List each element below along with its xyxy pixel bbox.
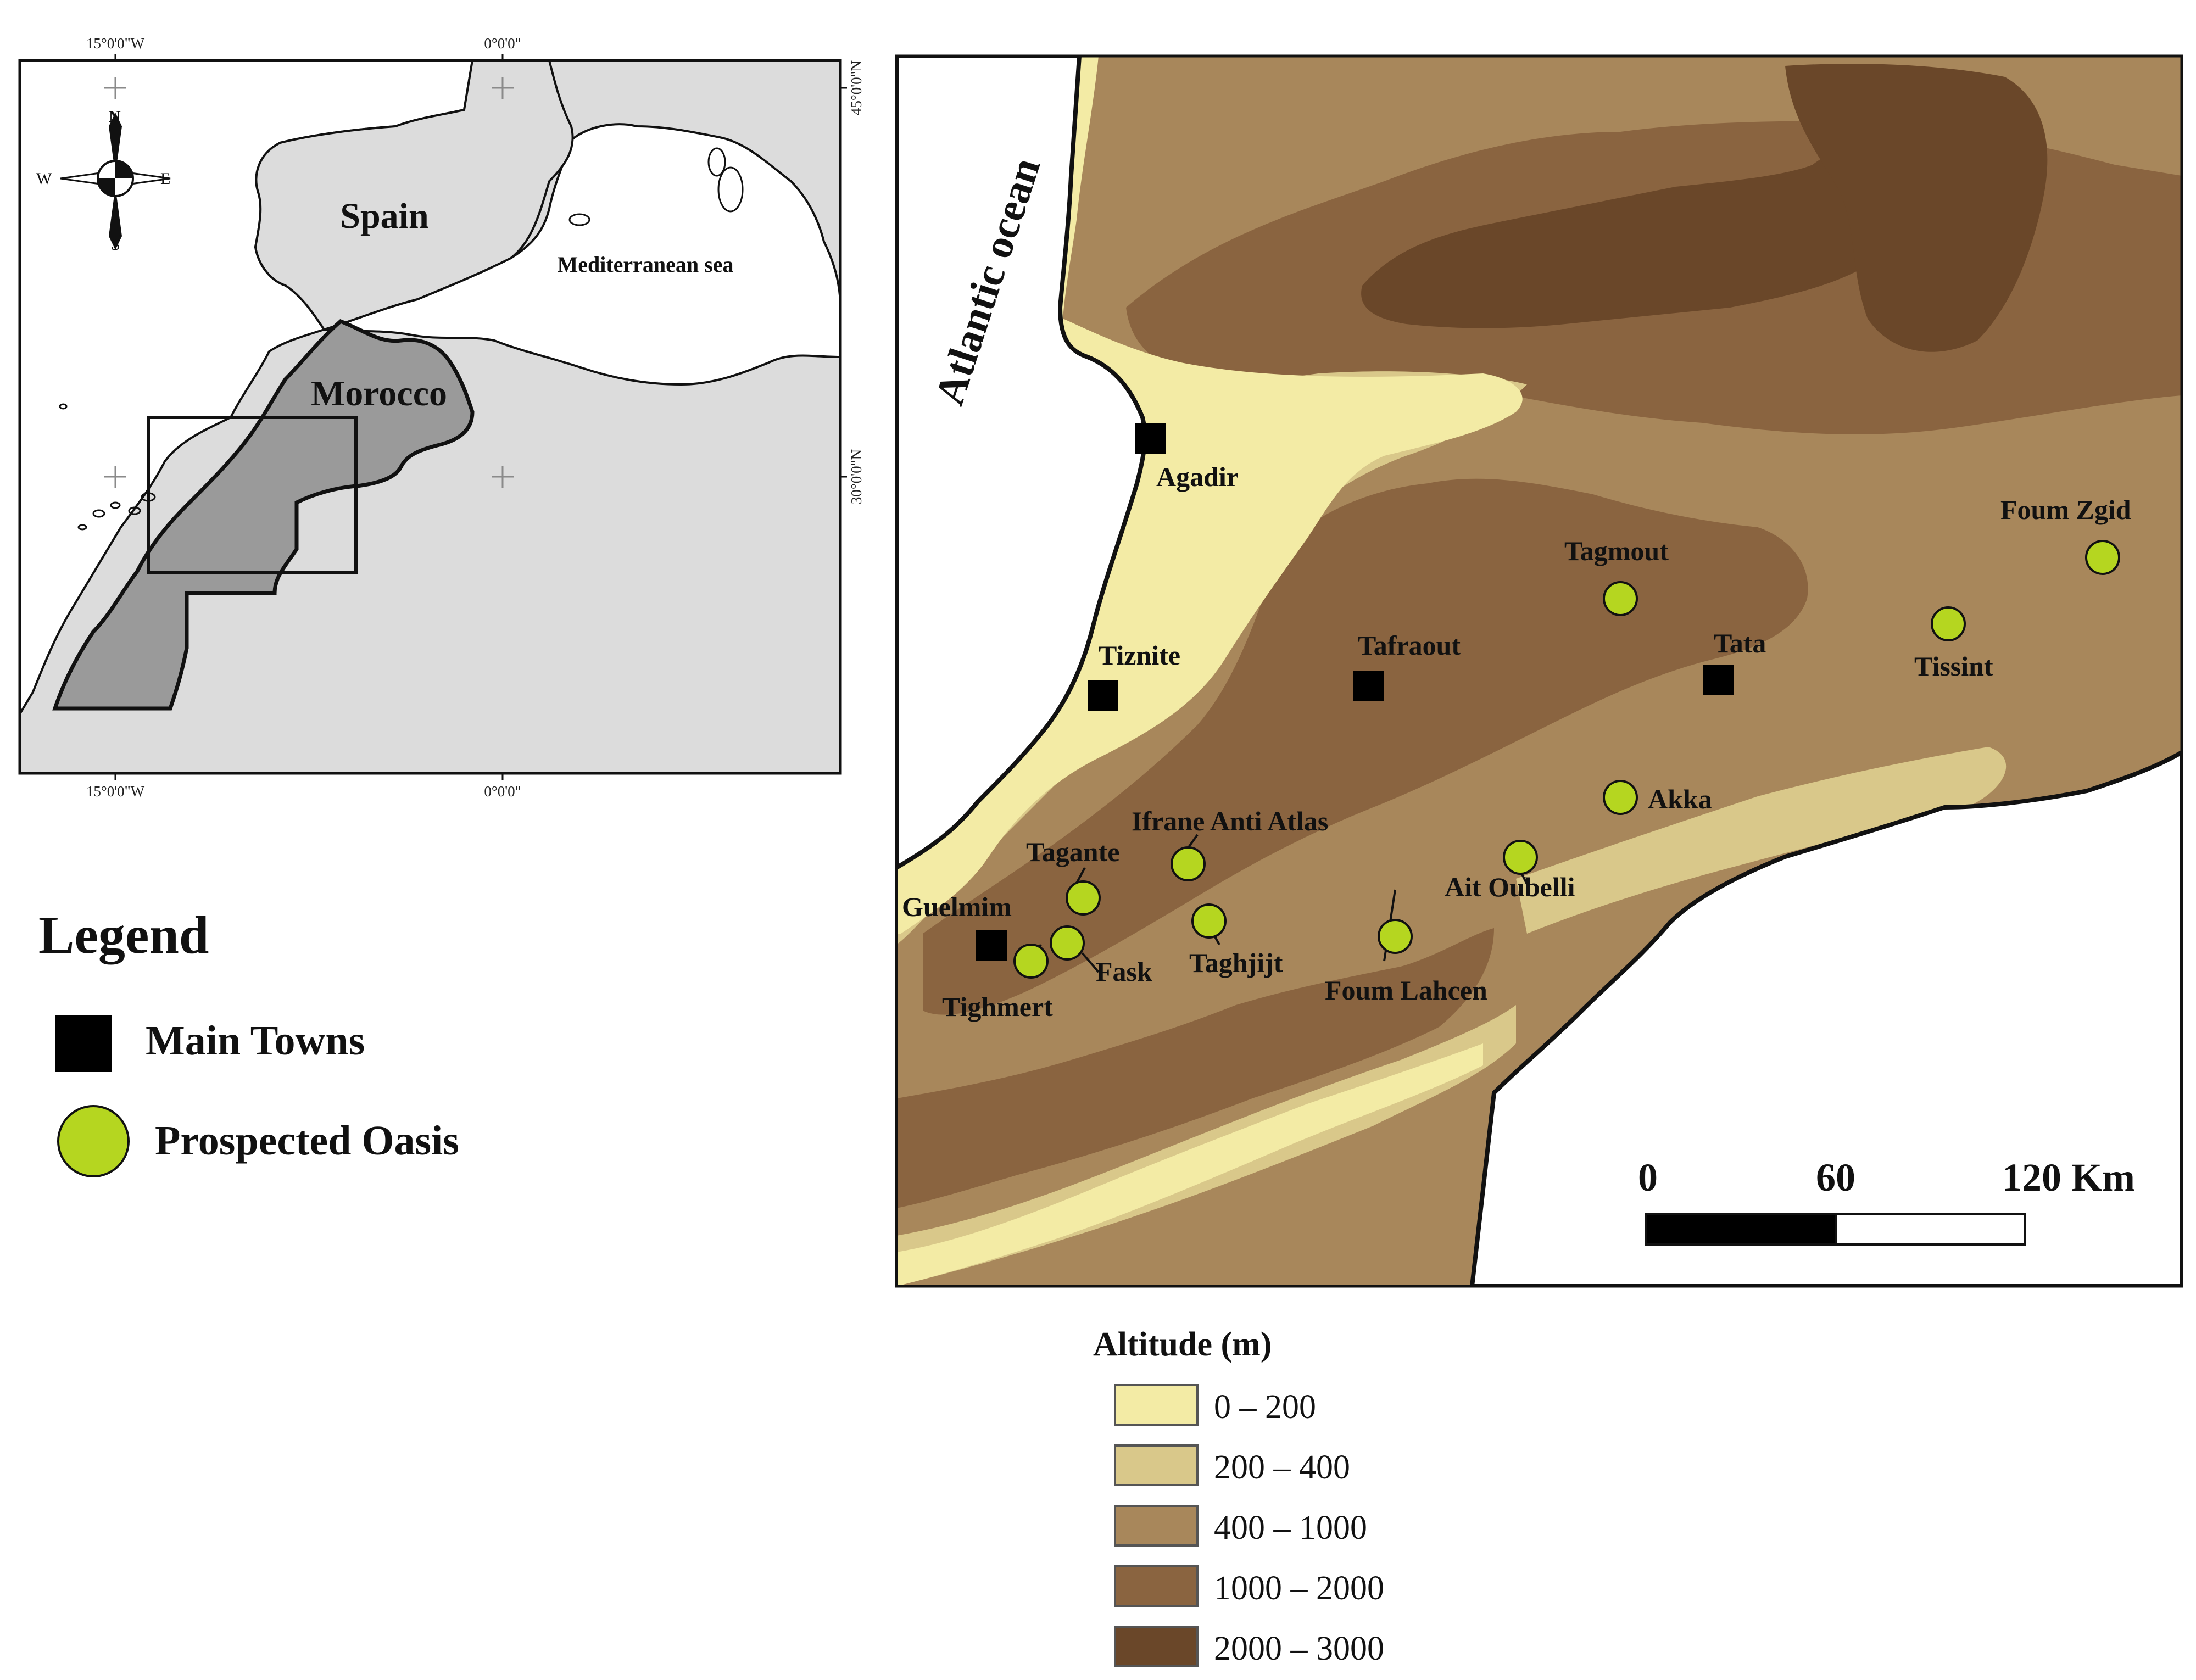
mediterranean-sea [324,123,840,386]
swatch-0-200 [1114,1384,1199,1426]
oasis-label-taghjijt: Taghjijt [1189,947,1283,978]
scale-label-0: 0 [1638,1156,1658,1199]
town-marker-guelmim [976,930,1007,961]
oasis-marker-tagante [1066,880,1101,916]
oasis-marker-tissint [1931,606,1966,641]
oasis-markers [1013,540,2120,979]
legend-title: Legend [38,906,209,965]
main-map: Atlantic ocean Agadir Tiznite Tafraout T… [895,54,2183,1288]
label-spain: Spain [340,196,428,236]
legend-prospected-oasis: Prospected Oasis [155,1118,459,1164]
altitude-0-200-south [896,1043,1483,1286]
swatch-400-1000 [1114,1505,1199,1547]
town-label-tiznite: Tiznite [1099,640,1180,671]
swatch-1000-2000 [1114,1565,1199,1607]
altitude-2000-3000-peaks [1361,148,1912,328]
altitude-1000-2000-anti-atlas [923,478,1808,1015]
compass-e: E [160,170,170,188]
oasis-label-tagmout: Tagmout [1564,535,1669,566]
leader-fask [1081,952,1100,973]
town-marker-agadir [1135,423,1166,454]
scale-bar-black-segment [1646,1214,1836,1244]
altitude-class-400-1000: 400 – 1000 [1214,1509,1367,1547]
oasis-marker-foum-zgid [2085,540,2120,575]
oasis-marker-akka [1603,780,1638,815]
oasis-label-fask: Fask [1096,956,1152,987]
oasis-label-tighmert: Tighmert [942,991,1053,1022]
oasis-label-tagante: Tagante [1026,836,1119,867]
scale-bar-white-segment [1835,1213,2026,1246]
inset-ticks [114,54,847,780]
altitude-legend: Altitude (m) 0 – 200 200 – 400 400 – 100… [1093,1326,1384,1667]
oasis-marker-fask [1050,925,1085,961]
tick-bottom-0: 0°0'0" [484,783,521,800]
altitude-2000-3000-east [1785,64,2048,352]
morocco-land [52,319,475,711]
oasis-label-foum-zgid: Foum Zgid [2000,494,2131,525]
tick-top-15w: 15°0'0"W [86,35,145,52]
altitude-class-2000-3000: 2000 – 3000 [1214,1630,1384,1667]
scale-bar: 0 60 120 Km [1638,1156,2135,1246]
legend: Legend Main Towns Prospected Oasis [38,906,459,1177]
legend-main-towns: Main Towns [146,1018,365,1064]
oasis-label-ifrane-anti-atlas: Ifrane Anti Atlas [1132,806,1328,836]
oasis-label-akka: Akka [1648,784,1712,814]
altitude-legend-title: Altitude (m) [1093,1326,1272,1363]
label-morocco: Morocco [311,373,447,414]
compass-rose: N S E W [36,108,170,254]
town-marker-tiznite [1088,680,1118,711]
towns: Agadir Tiznite Tafraout Tata Guelmim [902,423,1766,961]
swatch-2000-3000 [1114,1626,1199,1667]
town-marker-tafraout [1353,671,1384,701]
altitude-class-0-200: 0 – 200 [1214,1388,1316,1426]
tick-right-30n: 30°0'0"N [848,449,865,504]
inset-map: 15°0'0"W 0°0'0" 15°0'0"W 0°0'0" 45°0'0"N… [18,35,865,800]
oasis-label-foum-lahcen: Foum Lahcen [1325,975,1487,1006]
study-area-outline [147,416,358,574]
compass-s: S [111,236,120,254]
oasis-marker-foum-lahcen [1378,919,1413,954]
oasis-labels: Tagmout Foum Zgid Tissint Akka Ifrane An… [942,494,2131,1022]
outside-region [1469,750,2182,1286]
main-map-frame [895,54,2183,1288]
leader-ait-oubelli [1520,873,1528,885]
oasis-circle-icon [57,1105,130,1177]
tick-right-45n: 45°0'0"N [848,60,865,115]
altitude-class-200-400: 200 – 400 [1214,1449,1350,1486]
oasis-marker-ait-oubelli [1503,840,1538,875]
label-mediterranean: Mediterranean sea [557,252,733,277]
compass-icon [109,113,122,175]
town-marker-tata [1703,665,1734,695]
tick-bottom-15w: 15°0'0"W [86,783,145,800]
scale-label-60: 60 [1816,1156,1855,1199]
oasis-label-ait-oubelli: Ait Oubelli [1445,872,1575,902]
graticule-crosses [104,77,514,488]
compass-n: N [109,108,121,126]
inset-frame [18,59,842,775]
altitude-200-400-east [1516,747,2007,934]
oasis-label-tissint: Tissint [1914,651,1993,682]
town-label-agadir: Agadir [1156,461,1239,492]
spain-land [254,60,574,331]
town-label-tafraout: Tafraout [1358,630,1461,661]
altitude-1000-2000-south [896,928,1494,1208]
main-towns-square-icon [55,1015,112,1072]
town-label-tata: Tata [1714,628,1766,658]
oasis-marker-ifrane-anti-atlas [1171,846,1206,881]
leader-tagante [1075,867,1086,884]
oasis-marker-tighmert [1013,944,1049,979]
altitude-class-1000-2000: 1000 – 2000 [1214,1570,1384,1607]
oasis-marker-tagmout [1603,581,1638,616]
tick-top-0: 0°0'0" [484,35,521,52]
scale-label-120: 120 Km [2002,1156,2135,1199]
town-label-guelmim: Guelmim [902,891,1012,922]
compass-w: W [36,170,52,188]
atlantic-ocean-area [896,56,1147,870]
oasis-marker-taghjijt [1191,903,1227,939]
swatch-200-400 [1114,1444,1199,1486]
